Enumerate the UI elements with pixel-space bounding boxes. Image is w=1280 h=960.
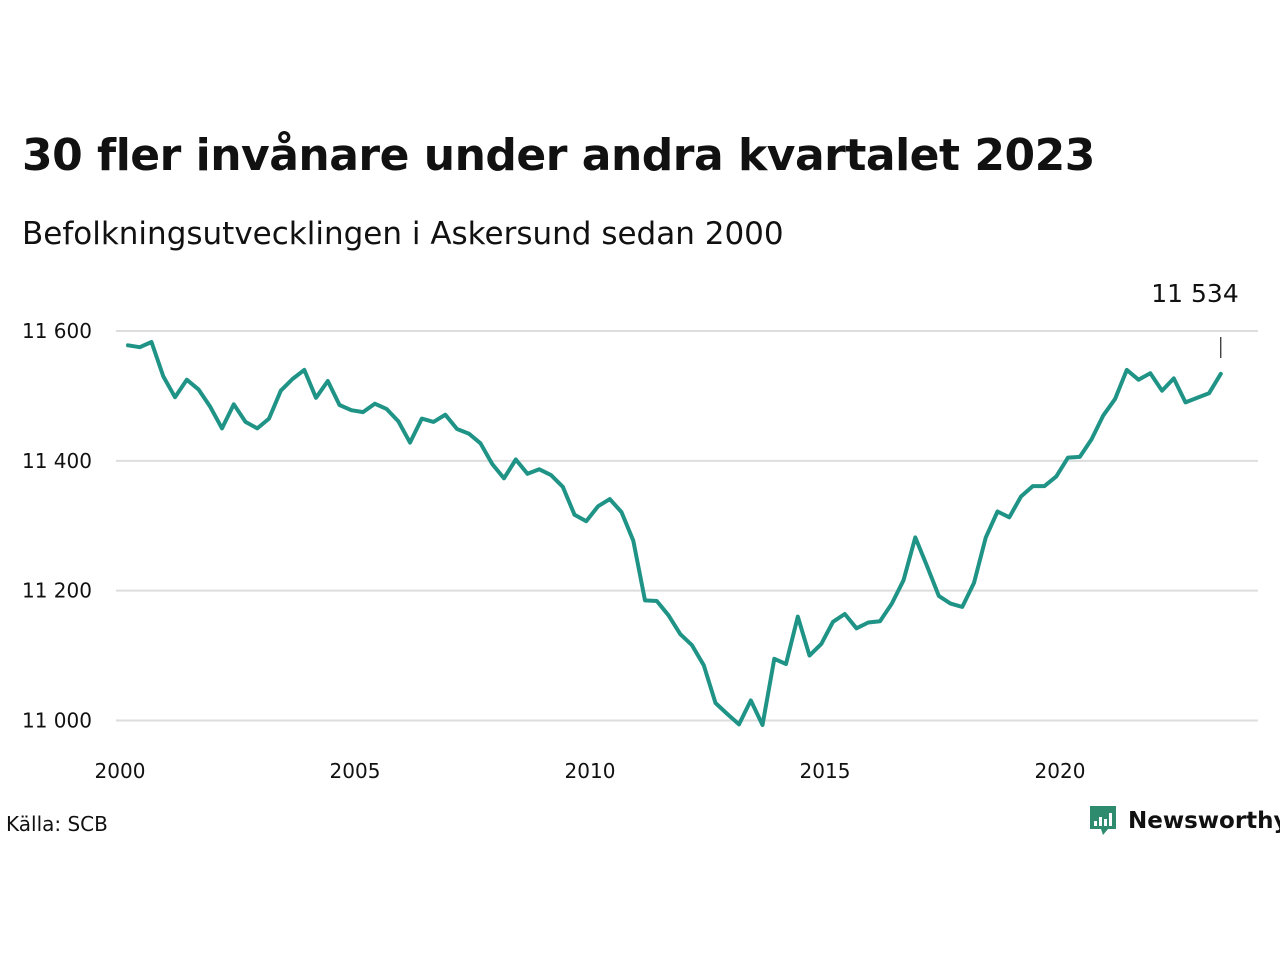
series-layer [126, 340, 1223, 727]
source-note: Källa: SCB [6, 812, 108, 836]
x-tick-label: 2010 [565, 759, 616, 783]
x-axis-ticks: 2000 2005 2010 2015 2020 [95, 759, 1086, 783]
brand-name: Newsworthy [1128, 808, 1280, 834]
y-tick-label: 11 200 [22, 579, 92, 603]
newsworthy-logo-icon [1090, 806, 1116, 835]
x-tick-label: 2020 [1035, 759, 1086, 783]
y-tick-label: 11 600 [22, 319, 92, 343]
x-tick-label: 2015 [800, 759, 851, 783]
end-annotation: 11 534 [1151, 279, 1239, 358]
x-tick-label: 2005 [330, 759, 381, 783]
x-tick-label: 2000 [95, 759, 146, 783]
chart-subtitle: Befolkningsutvecklingen i Askersund seda… [22, 216, 784, 252]
end-value-label: 11 534 [1151, 279, 1238, 308]
series-line [126, 340, 1223, 727]
y-tick-label: 11 400 [22, 449, 92, 473]
brand-logo: Newsworthy [1088, 804, 1280, 838]
y-axis-ticks: 11 000 11 200 11 400 11 600 [22, 319, 92, 733]
y-tick-label: 11 000 [22, 709, 92, 733]
gridlines [116, 329, 1258, 722]
chart-title: 30 fler invånare under andra kvartalet 2… [22, 130, 1095, 181]
